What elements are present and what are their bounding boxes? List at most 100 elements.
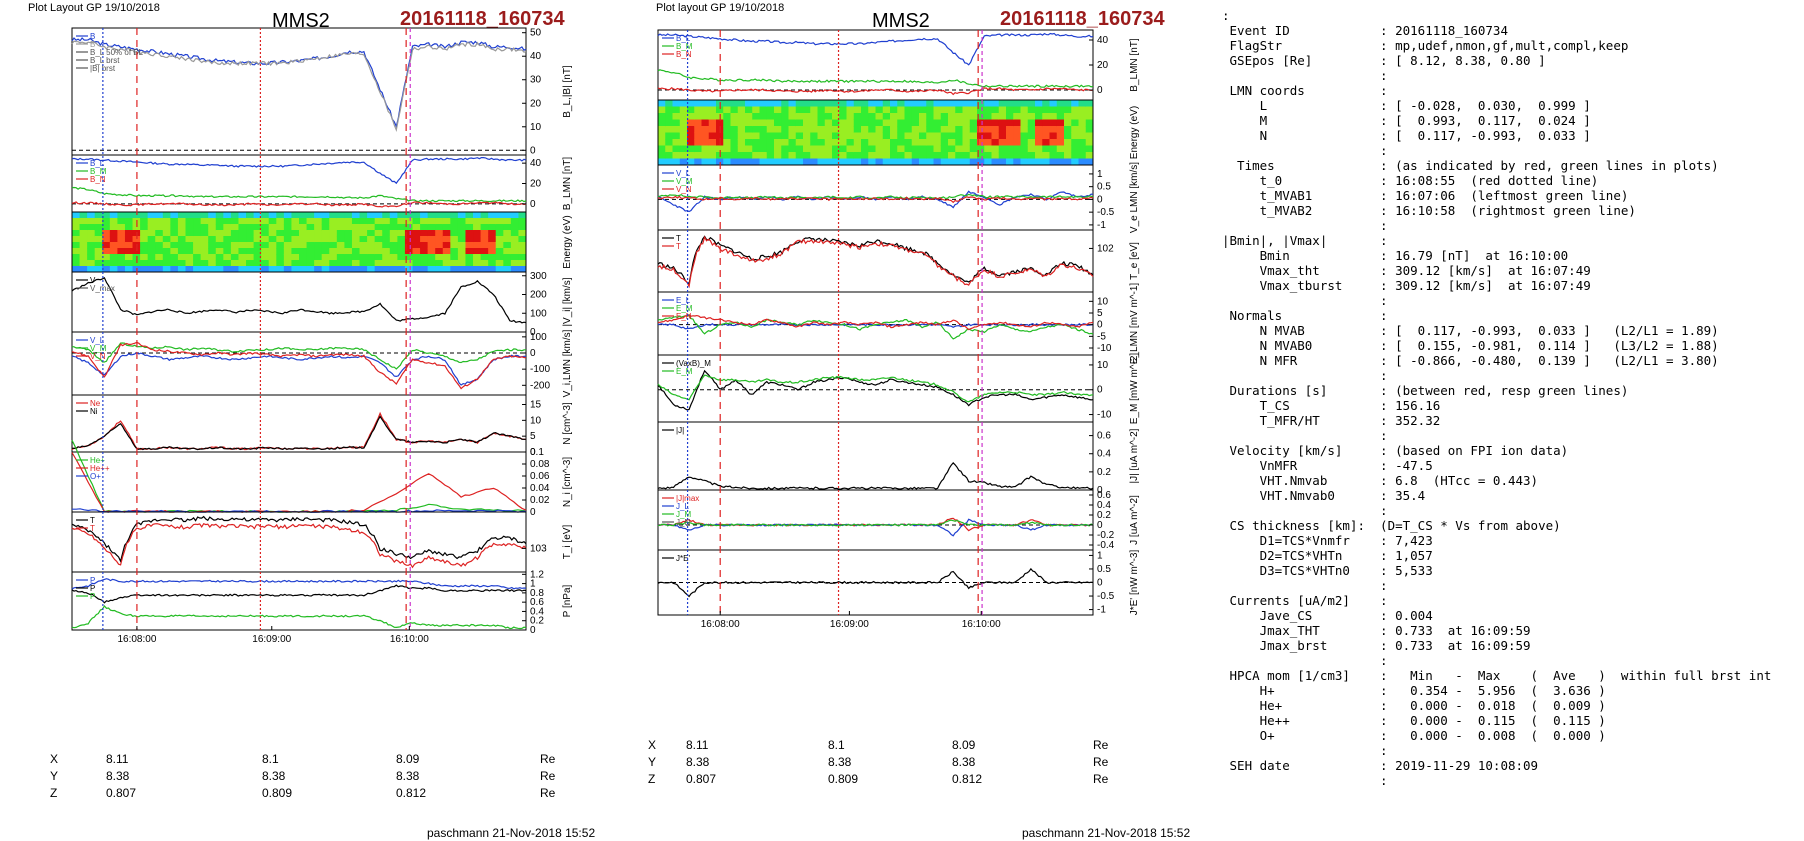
heatmap-cell <box>759 126 768 133</box>
heatmap-cell <box>193 230 202 237</box>
heatmap-cell <box>1049 158 1058 166</box>
y-tick-label: -200 <box>530 380 550 391</box>
summary-line: LMN coords : <box>1222 83 1388 98</box>
heatmap-cell <box>94 224 103 231</box>
heatmap-cell <box>911 158 920 166</box>
series-line <box>71 439 527 513</box>
heatmap-cell <box>745 113 753 120</box>
heatmap-cell <box>1085 113 1094 120</box>
heatmap-cell <box>708 139 717 146</box>
heatmap-cell <box>708 158 717 166</box>
heatmap-cell <box>723 132 731 140</box>
y-axis-label: N_i [cm^-3] <box>562 457 573 507</box>
heatmap-cell <box>955 158 963 166</box>
coord-row-z: Z 0.807 0.809 0.812 Re <box>648 772 1168 788</box>
legend-label: B_L brst <box>90 56 120 65</box>
heatmap-cell <box>853 158 862 166</box>
heatmap-cell <box>215 230 224 237</box>
heatmap-cell <box>962 126 971 133</box>
heatmap-cell <box>518 218 527 225</box>
series-line <box>657 369 1094 411</box>
heatmap-cell <box>1013 119 1021 127</box>
heatmap-cell <box>897 132 905 140</box>
heatmap-cell <box>948 126 956 133</box>
heatmap-cell <box>904 132 913 140</box>
summary-line: Jmax_brst : 0.733 at 16:09:59 <box>1222 638 1531 653</box>
heatmap-cell <box>253 218 262 225</box>
heatmap-cell <box>795 100 804 107</box>
heatmap-cell <box>321 230 330 237</box>
heatmap-cell <box>147 218 156 225</box>
heatmap-cell <box>374 254 383 261</box>
heatmap-cell <box>926 139 934 146</box>
heatmap-cell <box>465 230 474 237</box>
heatmap-cell <box>817 152 826 159</box>
heatmap-cell <box>846 139 855 146</box>
heatmap-cell <box>359 236 368 243</box>
heatmap-cell <box>919 100 927 107</box>
heatmap-cell <box>94 212 103 219</box>
heatmap-cell <box>480 242 489 249</box>
heatmap-cell <box>803 152 811 159</box>
summary-line: N MVAB0 : [ 0.155, -0.981, 0.114 ] (L3/L… <box>1222 338 1719 353</box>
y-tick-label: -1 <box>1097 220 1106 231</box>
heatmap-cell <box>1006 119 1014 127</box>
heatmap-cell <box>1085 100 1094 107</box>
heatmap-cell <box>291 218 300 225</box>
y-tick-label: 0 <box>1097 85 1103 96</box>
y-tick-label: 0 <box>1097 320 1103 331</box>
heatmap-cell <box>473 230 482 237</box>
y-tick-label: 0.5 <box>1097 182 1111 193</box>
heatmap-cell <box>480 254 489 261</box>
heatmap-cell <box>344 236 353 243</box>
heatmap-cell <box>314 242 323 249</box>
heatmap-cell <box>948 158 956 166</box>
heatmap-cell <box>861 145 869 153</box>
heatmap-cell <box>102 242 111 249</box>
heatmap-cell <box>374 260 383 267</box>
heatmap-cell <box>861 132 869 140</box>
heatmap-cell <box>374 230 383 237</box>
heatmap-cell <box>435 230 444 237</box>
heatmap-cell <box>193 242 202 249</box>
heatmap-cell <box>759 132 768 140</box>
heatmap-cell <box>397 242 406 249</box>
heatmap-cell <box>336 212 345 219</box>
heatmap-cell <box>215 236 224 243</box>
heatmap-cell <box>79 242 88 249</box>
summary-line: T_MFR/HT : 352.32 <box>1222 413 1441 428</box>
legend-label: He+ <box>90 456 105 465</box>
heatmap-cell <box>1085 126 1094 133</box>
heatmap-cell <box>359 230 368 237</box>
heatmap-cell <box>238 230 247 237</box>
heatmap-cell <box>480 218 489 225</box>
heatmap-cell <box>117 248 126 255</box>
heatmap-cell <box>291 224 300 231</box>
heatmap-cell <box>465 218 474 225</box>
summary-line: : <box>1222 743 1388 758</box>
heatmap-cell <box>1071 100 1079 107</box>
heatmap-cell <box>919 119 927 127</box>
y-tick-label: -0.4 <box>1097 540 1115 551</box>
legend-label: V <box>90 276 96 285</box>
heatmap-cell <box>382 230 391 237</box>
heatmap-cell <box>140 248 149 255</box>
heatmap-cell <box>839 100 847 107</box>
heatmap-cell <box>940 152 949 159</box>
heatmap-cell <box>824 113 833 120</box>
heatmap-cell <box>1027 152 1036 159</box>
heatmap-cell <box>679 139 688 146</box>
series-line <box>71 584 527 604</box>
heatmap-cell <box>781 158 789 166</box>
heatmap-cell <box>109 224 118 231</box>
heatmap-cell <box>890 132 898 140</box>
heatmap-cell <box>919 132 927 140</box>
heatmap-cell <box>694 145 702 153</box>
heatmap-cell <box>701 145 710 153</box>
legend-label: T <box>90 516 95 525</box>
heatmap-cell <box>694 100 702 107</box>
heatmap-cell <box>832 119 840 127</box>
heatmap-cell <box>412 266 421 273</box>
heatmap-cell <box>291 248 300 255</box>
heatmap-cell <box>766 152 775 159</box>
